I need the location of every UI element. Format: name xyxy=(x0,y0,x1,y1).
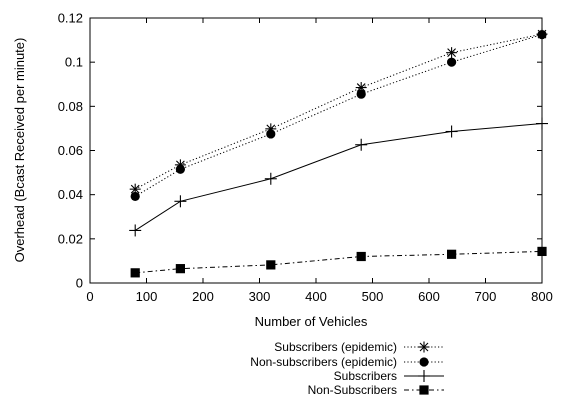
data-point xyxy=(537,246,547,257)
data-point xyxy=(447,249,457,259)
data-point xyxy=(130,191,140,202)
y-tick-label: 0.08 xyxy=(58,99,83,114)
ticks-layer: 0 100 200 300 400 500 600 700 800 0 0.02 0.04 0.06 0.… xyxy=(58,11,553,305)
plot-area xyxy=(89,17,543,284)
legend-item-4: Non-Subscribers xyxy=(308,383,444,397)
legend-marker xyxy=(418,341,430,353)
series-line xyxy=(134,123,543,231)
series-line xyxy=(134,33,543,190)
legend-marker xyxy=(419,357,429,367)
marker-stroke xyxy=(130,184,140,194)
data-point xyxy=(130,268,140,278)
data-point xyxy=(175,264,185,274)
data-point xyxy=(266,129,276,139)
y-axis-title: Overhead (Bcast Received per minute) xyxy=(12,38,27,263)
y-tick-label: 0.06 xyxy=(58,143,83,158)
y-tick-label: 0.02 xyxy=(58,231,83,246)
series-line xyxy=(134,34,543,197)
legend-label: Subscribers xyxy=(334,369,397,383)
legend-marker xyxy=(418,370,430,382)
y-tick-label: 0.12 xyxy=(58,11,83,26)
data-point xyxy=(174,195,187,208)
legend-label: Non-subscribers (epidemic) xyxy=(250,355,397,369)
legend: Subscribers (epidemic)Non-subscribers (e… xyxy=(250,340,444,397)
x-tick-label: 100 xyxy=(136,289,158,304)
x-tick-label: 700 xyxy=(475,289,497,304)
x-tick-label: 0 xyxy=(86,289,93,304)
data-point xyxy=(356,251,366,262)
legend-item-3: Subscribers xyxy=(334,369,444,383)
x-axis-title: Number of Vehicles xyxy=(255,314,368,329)
data-point xyxy=(447,57,457,67)
marker-stroke xyxy=(356,83,366,92)
x-tick-label: 200 xyxy=(192,289,214,304)
plot-frame xyxy=(89,17,543,284)
x-tick-label: 400 xyxy=(305,289,327,304)
x-tick-label: 500 xyxy=(362,289,384,304)
x-tick-label: 300 xyxy=(249,289,271,304)
series-4 xyxy=(130,246,547,278)
x-tick-label: 800 xyxy=(531,289,553,304)
legend-label: Non-Subscribers xyxy=(308,383,397,397)
legend-marker xyxy=(419,385,429,395)
x-tick-label: 600 xyxy=(418,289,440,304)
data-point xyxy=(445,125,458,138)
data-point xyxy=(266,260,276,270)
marker-stroke xyxy=(419,342,429,352)
series-3 xyxy=(129,117,548,237)
data-point xyxy=(446,47,458,59)
marker-stroke xyxy=(447,48,456,58)
legend-label: Subscribers (epidemic) xyxy=(274,340,397,354)
series-line xyxy=(135,250,543,274)
series-layer xyxy=(129,28,548,278)
data-point xyxy=(356,89,366,99)
series-2 xyxy=(130,29,547,202)
data-point xyxy=(264,172,277,185)
y-tick-label: 0.04 xyxy=(58,187,83,202)
data-point xyxy=(537,29,547,40)
y-tick-label: 0.1 xyxy=(65,55,83,70)
data-point xyxy=(355,138,368,151)
legend-item-2: Non-subscribers (epidemic) xyxy=(250,355,444,369)
data-point xyxy=(536,117,548,130)
data-point xyxy=(175,164,185,174)
y-tick-label: 0 xyxy=(76,276,83,291)
data-point xyxy=(129,224,142,237)
series-1 xyxy=(129,28,548,195)
legend-item-1: Subscribers (epidemic) xyxy=(274,340,444,354)
